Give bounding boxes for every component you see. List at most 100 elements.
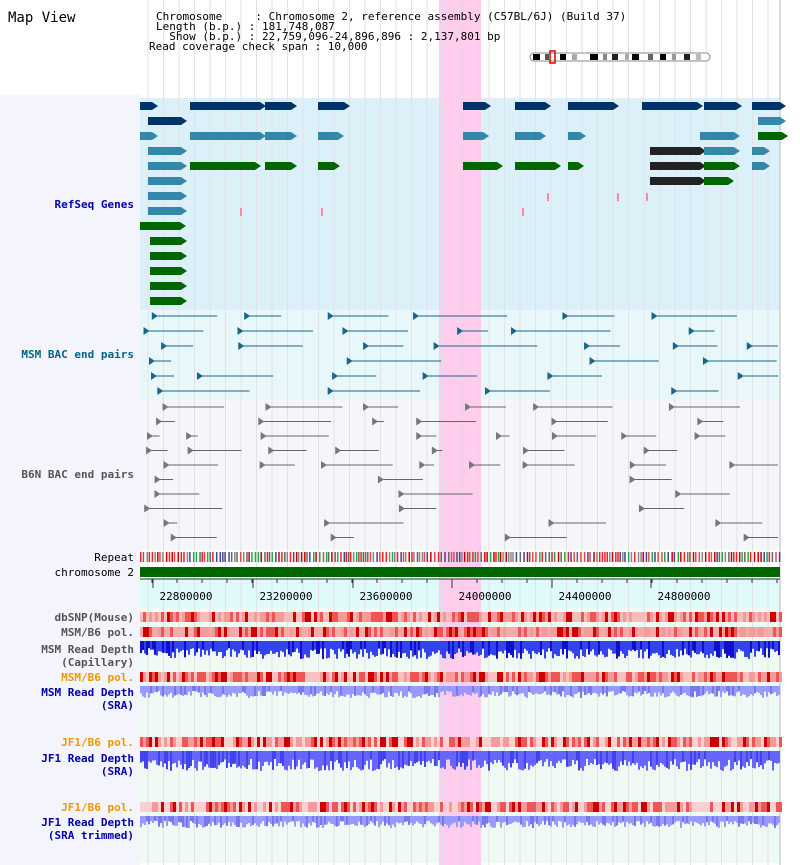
polymorphism-cell: [398, 802, 401, 812]
polymorphism-cell: [725, 672, 728, 682]
read-depth-bar: [162, 641, 164, 653]
read-depth-bar: [312, 686, 314, 697]
polymorphism-cell: [542, 612, 545, 622]
repeat-mark: [519, 552, 522, 562]
polymorphism-cell: [662, 627, 665, 637]
read-depth-bar: [600, 686, 602, 693]
read-depth-bar: [528, 641, 530, 654]
polymorphism-cell: [755, 627, 758, 637]
repeat-mark: [686, 552, 689, 562]
read-depth-bar: [576, 816, 578, 825]
read-depth-bar: [218, 686, 220, 698]
read-depth-bar: [746, 641, 748, 657]
polymorphism-cell: [263, 737, 266, 747]
msm-b6-pol-label[interactable]: MSM/B6 pol.: [61, 626, 134, 639]
msm-read-depth-cap-label[interactable]: MSM Read Depth: [41, 643, 134, 656]
polymorphism-cell: [215, 802, 218, 812]
read-depth-bar: [346, 641, 348, 654]
jf1-b6-pol-2-label[interactable]: JF1/B6 pol.: [61, 801, 134, 814]
polymorphism-cell: [428, 802, 431, 812]
polymorphism-cell: [611, 802, 614, 812]
polymorphism-cell: [557, 802, 560, 812]
read-depth-bar: [526, 816, 528, 822]
read-depth-bar: [200, 816, 202, 826]
jf1-read-depth-trim-label[interactable]: JF1 Read Depth: [41, 816, 134, 829]
bac-end-marker: [457, 327, 464, 335]
read-depth-bar: [280, 816, 282, 822]
b6n-bac-label[interactable]: B6N BAC end pairs: [21, 468, 134, 481]
read-depth-bar: [752, 751, 754, 768]
polymorphism-cell: [629, 672, 632, 682]
read-depth-bar: [524, 816, 526, 827]
polymorphism-cell: [656, 737, 659, 747]
read-depth-bar: [314, 686, 316, 696]
polymorphism-cell: [650, 737, 653, 747]
repeat-mark: [502, 552, 504, 562]
polymorphism-cell: [707, 802, 710, 812]
read-depth-bar: [736, 751, 738, 766]
read-depth-bar: [166, 751, 168, 770]
read-depth-bar: [300, 751, 302, 769]
read-depth-bar: [146, 686, 148, 693]
read-depth-bar: [716, 686, 718, 697]
read-depth-bar: [340, 751, 342, 768]
polymorphism-cell: [296, 627, 299, 637]
read-depth-bar: [572, 816, 574, 825]
read-depth-bar: [328, 816, 330, 822]
jf1-b6-pol-label[interactable]: JF1/B6 pol.: [61, 736, 134, 749]
read-depth-bar: [742, 641, 744, 652]
read-depth-bar: [422, 751, 424, 761]
dbsnp-label[interactable]: dbSNP(Mouse): [54, 611, 134, 624]
polymorphism-cell: [188, 612, 191, 622]
read-depth-bar: [756, 686, 758, 693]
polymorphism-cell: [341, 737, 344, 747]
polymorphism-cell: [725, 802, 728, 812]
read-depth-bar: [294, 686, 296, 693]
polymorphism-cell: [428, 612, 431, 622]
polymorphism-cell: [227, 672, 230, 682]
read-depth-bar: [268, 751, 270, 766]
read-depth-bar: [296, 641, 298, 649]
gene-arrow: [734, 147, 740, 155]
read-depth-bar: [708, 686, 710, 695]
polymorphism-cell: [368, 802, 371, 812]
polymorphism-cell: [377, 737, 380, 747]
polymorphism-cell: [281, 672, 284, 682]
read-depth-bar: [632, 686, 634, 697]
b6n-end-marker: [268, 446, 275, 455]
gene-arrow: [555, 162, 561, 170]
polymorphism-cell: [692, 612, 695, 622]
jf1-read-depth-sra-label[interactable]: JF1 Read Depth: [41, 752, 134, 765]
read-depth-bar: [642, 686, 644, 695]
msm-bac-label[interactable]: MSM BAC end pairs: [21, 348, 134, 361]
read-depth-bar: [216, 751, 218, 770]
read-depth-bar: [264, 686, 266, 696]
polymorphism-cell: [206, 627, 209, 637]
repeat-mark: [331, 552, 333, 562]
msm-read-depth-sra-label[interactable]: MSM Read Depth: [41, 686, 134, 699]
gene-arrow: [734, 162, 740, 170]
polymorphism-cell: [380, 802, 383, 812]
read-depth-bar: [604, 751, 606, 763]
read-depth-bar: [630, 686, 632, 696]
repeat-mark: [541, 552, 544, 562]
msm-b6-pol-2-label[interactable]: MSM/B6 pol.: [61, 671, 134, 684]
read-depth-bar: [766, 816, 768, 827]
polymorphism-cell: [743, 802, 746, 812]
polymorphism-cell: [689, 627, 692, 637]
read-depth-bar: [268, 641, 270, 654]
refseq-genes-label[interactable]: RefSeq Genes: [54, 198, 134, 211]
read-depth-bar: [382, 686, 384, 694]
read-depth-bar: [394, 751, 396, 769]
polymorphism-cell: [572, 627, 575, 637]
read-depth-bar: [488, 751, 490, 771]
polymorphism-cell: [431, 737, 434, 747]
gene-arrow: [764, 162, 770, 170]
polymorphism-cell: [776, 627, 779, 637]
polymorphism-cell: [449, 672, 452, 682]
read-depth-bar: [680, 816, 682, 828]
polymorphism-cell: [347, 802, 350, 812]
read-depth-bar: [592, 751, 594, 765]
polymorphism-cell: [710, 627, 713, 637]
